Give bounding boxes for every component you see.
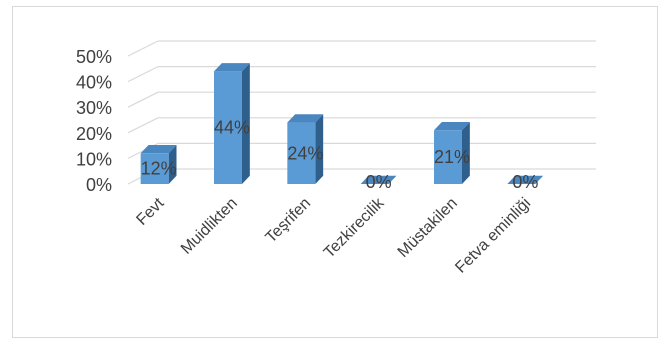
y-tick-label: 30% bbox=[76, 98, 112, 118]
y-tick-label: 40% bbox=[76, 73, 112, 93]
chart-frame bbox=[12, 6, 658, 338]
x-tick-label: Tezkirecilik bbox=[321, 194, 388, 261]
bar-top bbox=[360, 175, 397, 184]
x-tick-label: Müstakilen bbox=[395, 195, 461, 261]
bar-front bbox=[434, 130, 462, 184]
bar-top bbox=[434, 121, 470, 131]
gridline-depth bbox=[127, 66, 159, 83]
x-axis-ticks: Fevt Muidlikten Teşrifen Tezkirecilik Müstak… bbox=[133, 194, 534, 277]
bar-front bbox=[214, 71, 242, 184]
x-tick-label: Muidlikten bbox=[178, 195, 241, 258]
bars bbox=[140, 63, 544, 184]
bar-top bbox=[287, 114, 324, 123]
gridline-depth bbox=[127, 91, 159, 108]
bar-side bbox=[315, 114, 324, 184]
bar bbox=[214, 63, 250, 184]
gridline-depth bbox=[127, 117, 159, 134]
y-axis-ticks: 0% 10% 20% 30% 40% 50% bbox=[76, 47, 112, 195]
data-label: 24% bbox=[287, 143, 323, 163]
data-labels: 12% 44% 24% 0% 21% 0% bbox=[141, 118, 539, 192]
x-tick-label: Teşrifen bbox=[263, 195, 315, 247]
bar-side bbox=[168, 145, 177, 184]
bar-top bbox=[507, 175, 544, 184]
bar bbox=[140, 145, 177, 184]
data-label: 0% bbox=[512, 172, 538, 192]
bar-side bbox=[242, 63, 250, 184]
bar bbox=[287, 114, 324, 184]
bar-side bbox=[462, 121, 470, 184]
y-tick-label: 0% bbox=[86, 175, 112, 195]
y-tick-label: 10% bbox=[76, 149, 112, 169]
bar-top bbox=[214, 63, 250, 72]
bar-front bbox=[140, 153, 169, 184]
y-tick-label: 20% bbox=[76, 124, 112, 144]
bar-front bbox=[287, 122, 316, 184]
data-label: 0% bbox=[366, 172, 392, 192]
data-label: 21% bbox=[434, 147, 470, 167]
bar bbox=[434, 121, 470, 184]
x-tick-label: Fetva eminliği bbox=[452, 195, 534, 277]
x-tick-label: Fevt bbox=[133, 194, 167, 228]
gridline-depth bbox=[127, 40, 159, 57]
data-label: 44% bbox=[214, 118, 250, 138]
y-tick-label: 50% bbox=[76, 47, 112, 67]
data-label: 12% bbox=[141, 159, 177, 179]
gridlines bbox=[127, 40, 596, 185]
bar bbox=[507, 175, 544, 184]
bar bbox=[360, 175, 397, 184]
bar-top bbox=[140, 145, 177, 154]
